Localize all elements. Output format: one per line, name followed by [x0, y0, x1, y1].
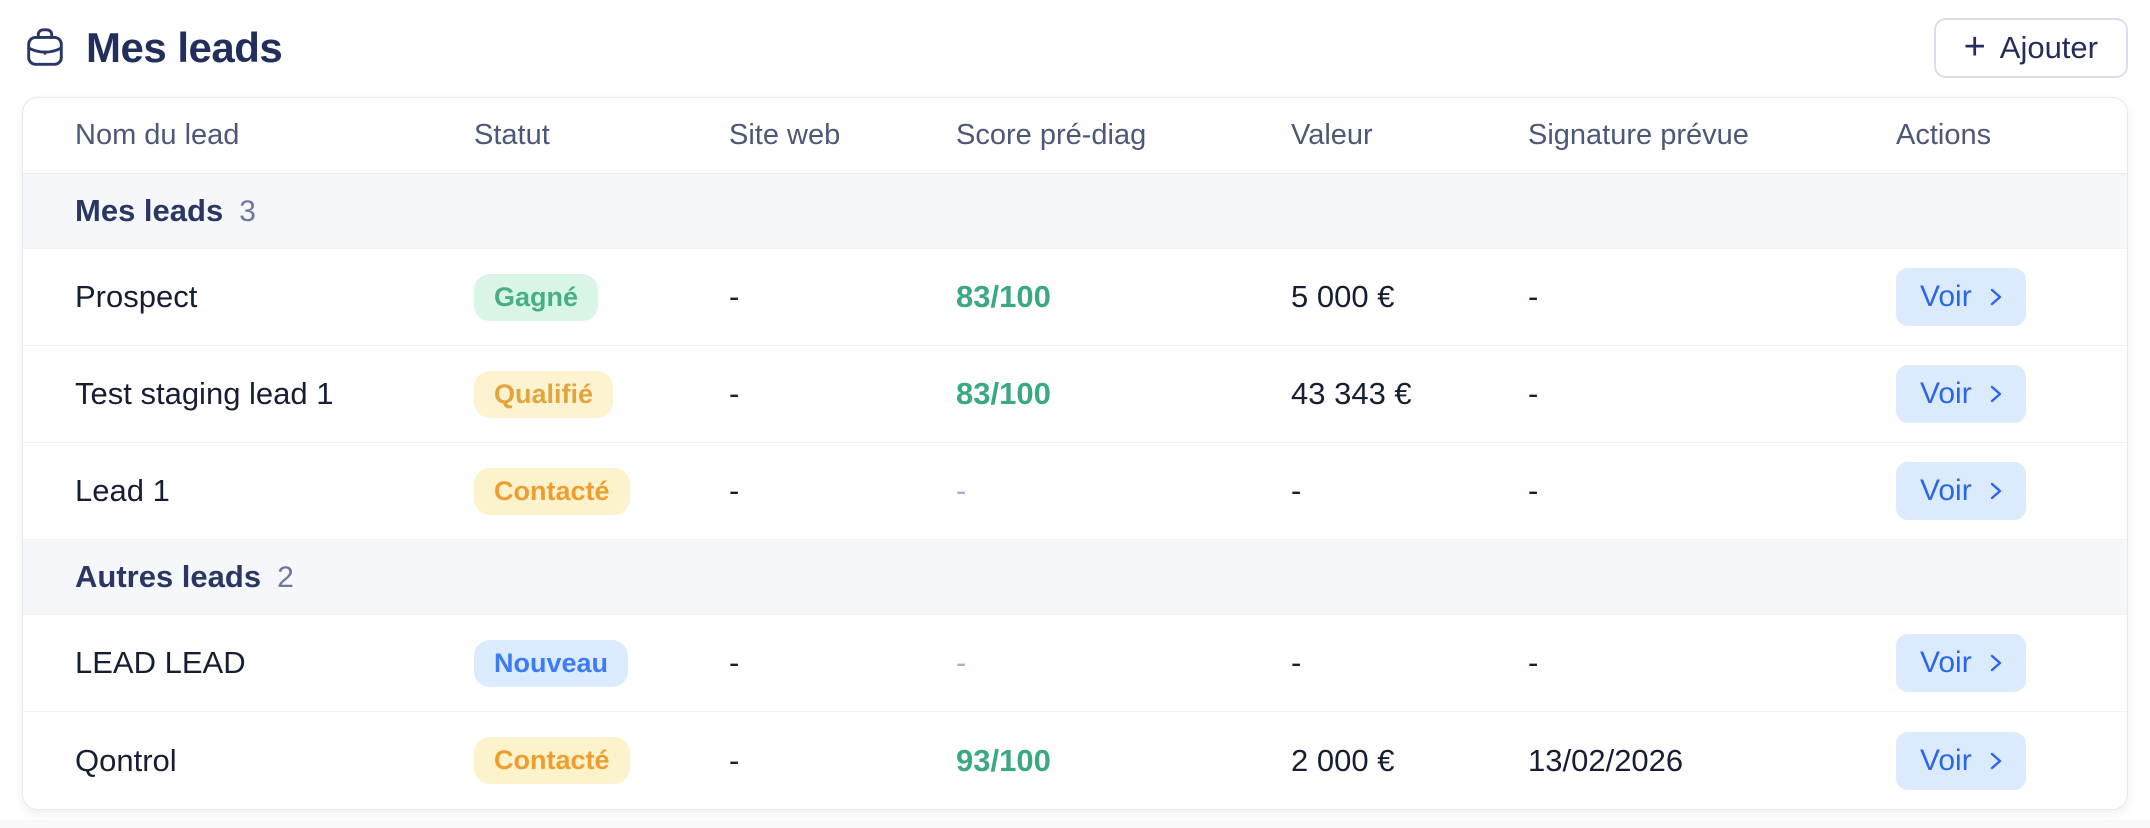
lead-name: Lead 1 [75, 473, 170, 508]
signature-value: 13/02/2026 [1528, 742, 1684, 778]
col-header-signature: Signature prévue [1528, 119, 1749, 151]
site-web-value: - [729, 376, 740, 411]
chevron-right-icon [1990, 385, 2001, 403]
signature-value: - [1528, 645, 1539, 680]
chevron-right-icon [1990, 654, 2001, 672]
site-web-value: - [729, 645, 740, 680]
group-label: Autres leads [75, 559, 262, 594]
voir-label: Voir [1920, 280, 1972, 313]
voir-button[interactable]: Voir [1896, 634, 2026, 692]
group-header-autres-leads: Autres leads 2 [23, 540, 2127, 615]
leads-table-card: Nom du lead Statut Site web Score pré-di… [22, 97, 2128, 810]
site-web-value: - [729, 279, 740, 314]
voir-label: Voir [1920, 377, 1972, 410]
score-value: 83/100 [956, 279, 1051, 314]
table-header-row: Nom du lead Statut Site web Score pré-di… [23, 98, 2127, 174]
lead-name: Test staging lead 1 [75, 376, 334, 411]
signature-value: - [1528, 279, 1539, 314]
table-row: Lead 1 Contacté - - - - Voir [23, 443, 2127, 540]
voir-label: Voir [1920, 743, 1972, 777]
plus-icon: + [1963, 25, 1986, 68]
page-bottom-strip [0, 820, 2150, 828]
site-web-value: - [729, 742, 740, 778]
signature-value: - [1528, 473, 1539, 508]
valeur-value: - [1291, 473, 1302, 508]
chevron-right-icon [1990, 288, 2001, 306]
voir-label: Voir [1920, 474, 1972, 507]
valeur-value: - [1291, 645, 1302, 680]
score-value: 93/100 [956, 742, 1051, 778]
score-value: 83/100 [956, 376, 1051, 411]
group-header-inner: Mes leads 3 [75, 193, 2097, 229]
col-header-site-web: Site web [729, 119, 841, 151]
col-header-statut: Statut [474, 119, 550, 151]
col-header-nom: Nom du lead [75, 119, 240, 151]
col-header-valeur: Valeur [1291, 119, 1373, 151]
status-badge: Contacté [474, 737, 630, 784]
table-row: Qontrol Contacté - 93/100 2 000 € 13/02/… [23, 712, 2127, 809]
group-header-inner: Autres leads 2 [75, 559, 2097, 595]
actions-cell: Voir [1896, 462, 2097, 520]
table-row: Test staging lead 1 Qualifié - 83/100 43… [23, 346, 2127, 443]
actions-cell: Voir [1896, 731, 2097, 790]
group-count: 3 [239, 195, 256, 228]
actions-cell: Voir [1896, 268, 2097, 326]
group-label: Mes leads [75, 193, 224, 228]
status-badge: Contacté [474, 467, 630, 515]
status-badge: Nouveau [474, 639, 629, 687]
status-cell: Qualifié [474, 370, 729, 418]
voir-button[interactable]: Voir [1896, 268, 2026, 326]
actions-cell: Voir [1896, 634, 2097, 692]
chevron-right-icon [1990, 752, 2001, 769]
voir-button[interactable]: Voir [1896, 731, 2026, 790]
chevron-right-icon [1990, 482, 2001, 500]
actions-cell: Voir [1896, 365, 2097, 423]
group-header-mes-leads: Mes leads 3 [23, 174, 2127, 249]
status-badge: Qualifié [474, 370, 614, 418]
group-count: 2 [277, 561, 294, 594]
status-cell: Gagné [474, 273, 729, 321]
lead-name: Qontrol [75, 742, 177, 778]
table-row: Prospect Gagné - 83/100 5 000 € - Voir [23, 249, 2127, 346]
add-button-label: Ajouter [1999, 30, 2098, 65]
valeur-value: 43 343 € [1291, 376, 1412, 411]
signature-value: - [1528, 376, 1539, 411]
valeur-value: 2 000 € [1291, 742, 1395, 778]
col-header-score: Score pré-diag [956, 119, 1147, 151]
title-wrap: Mes leads [22, 24, 283, 72]
topbar: Mes leads + Ajouter [22, 12, 2128, 84]
score-value: - [956, 473, 967, 508]
lead-name: LEAD LEAD [75, 645, 246, 680]
table-row: LEAD LEAD Nouveau - - - - Voir [23, 615, 2127, 712]
col-header-actions: Actions [1896, 119, 1992, 151]
status-badge: Gagné [474, 273, 599, 321]
add-lead-button[interactable]: + Ajouter [1933, 18, 2128, 78]
status-cell: Contacté [474, 737, 729, 784]
page-title: Mes leads [86, 24, 283, 71]
voir-button[interactable]: Voir [1896, 365, 2026, 423]
status-cell: Contacté [474, 467, 729, 515]
voir-label: Voir [1920, 646, 1972, 679]
valeur-value: 5 000 € [1291, 279, 1395, 314]
score-value: - [956, 645, 967, 680]
site-web-value: - [729, 473, 740, 508]
status-cell: Nouveau [474, 639, 729, 687]
briefcase-icon [27, 28, 63, 66]
voir-button[interactable]: Voir [1896, 462, 2026, 520]
lead-name: Prospect [75, 279, 198, 314]
